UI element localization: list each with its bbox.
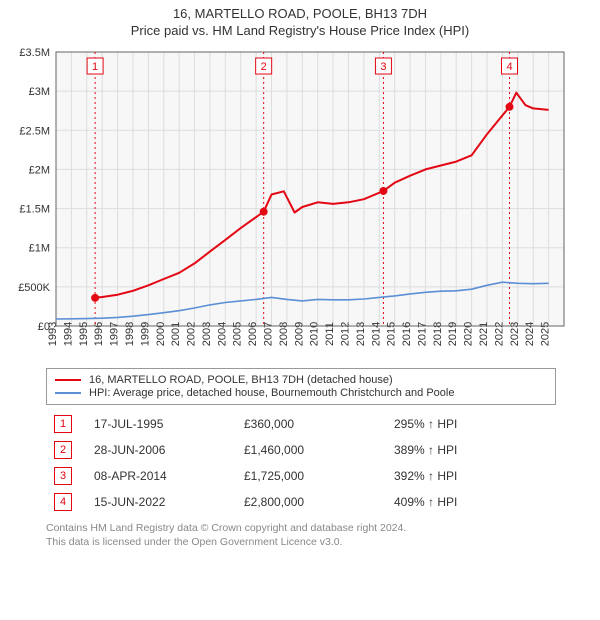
svg-text:£3.5M: £3.5M — [19, 47, 50, 59]
svg-text:2003: 2003 — [201, 322, 213, 346]
svg-text:2000: 2000 — [155, 322, 167, 346]
svg-text:£3M: £3M — [29, 86, 50, 98]
page: 16, MARTELLO ROAD, POOLE, BH13 7DH Price… — [0, 0, 600, 553]
legend-item-property: 16, MARTELLO ROAD, POOLE, BH13 7DH (deta… — [55, 374, 547, 386]
svg-text:2007: 2007 — [263, 322, 275, 346]
title-subtitle: Price paid vs. HM Land Registry's House … — [10, 23, 590, 38]
events-table: 1 17-JUL-1995£360,000295% ↑ HPI 2 28-JUN-20… — [46, 411, 556, 515]
event-row: 4 15-JUN-2022£2,800,000409% ↑ HPI — [46, 489, 556, 515]
chart-svg: £0£500K£1M£1.5M£2M£2.5M£3M£3.5M199319941… — [10, 42, 570, 362]
svg-text:2024: 2024 — [524, 322, 536, 346]
svg-text:1: 1 — [92, 61, 98, 73]
legend: 16, MARTELLO ROAD, POOLE, BH13 7DH (deta… — [46, 368, 556, 405]
footer: Contains HM Land Registry data © Crown c… — [46, 521, 590, 549]
svg-text:2001: 2001 — [170, 322, 182, 346]
svg-text:2014: 2014 — [370, 322, 382, 346]
svg-text:1993: 1993 — [47, 322, 59, 346]
title-address: 16, MARTELLO ROAD, POOLE, BH13 7DH — [10, 6, 590, 21]
footer-line2: This data is licensed under the Open Gov… — [46, 535, 590, 549]
svg-text:2008: 2008 — [278, 322, 290, 346]
svg-text:1996: 1996 — [93, 322, 105, 346]
event-price: £1,460,000 — [236, 437, 386, 463]
svg-text:3: 3 — [380, 61, 386, 73]
title-block: 16, MARTELLO ROAD, POOLE, BH13 7DH Price… — [10, 6, 590, 38]
event-delta: 392% ↑ HPI — [386, 463, 556, 489]
event-price: £360,000 — [236, 411, 386, 437]
svg-text:2012: 2012 — [339, 322, 351, 346]
svg-text:1995: 1995 — [78, 322, 90, 346]
event-price: £1,725,000 — [236, 463, 386, 489]
svg-text:1998: 1998 — [124, 322, 136, 346]
event-marker: 4 — [54, 493, 72, 511]
svg-text:£1.5M: £1.5M — [19, 204, 50, 216]
svg-text:2: 2 — [261, 61, 267, 73]
footer-line1: Contains HM Land Registry data © Crown c… — [46, 521, 590, 535]
legend-label-hpi: HPI: Average price, detached house, Bour… — [89, 387, 454, 399]
svg-text:2017: 2017 — [416, 322, 428, 346]
svg-text:2020: 2020 — [463, 322, 475, 346]
event-row: 3 08-APR-2014£1,725,000392% ↑ HPI — [46, 463, 556, 489]
svg-text:1997: 1997 — [109, 322, 121, 346]
svg-text:2010: 2010 — [309, 322, 321, 346]
svg-text:2002: 2002 — [186, 322, 198, 346]
svg-text:2009: 2009 — [293, 322, 305, 346]
event-row: 2 28-JUN-2006£1,460,000389% ↑ HPI — [46, 437, 556, 463]
svg-text:£2.5M: £2.5M — [19, 125, 50, 137]
svg-text:2013: 2013 — [355, 322, 367, 346]
event-marker: 2 — [54, 441, 72, 459]
svg-text:2015: 2015 — [386, 322, 398, 346]
svg-text:4: 4 — [506, 61, 512, 73]
svg-text:2019: 2019 — [447, 322, 459, 346]
event-delta: 409% ↑ HPI — [386, 489, 556, 515]
svg-text:2005: 2005 — [232, 322, 244, 346]
svg-text:2006: 2006 — [247, 322, 259, 346]
event-date: 08-APR-2014 — [86, 463, 236, 489]
svg-text:1994: 1994 — [62, 322, 74, 346]
event-delta: 295% ↑ HPI — [386, 411, 556, 437]
svg-text:2023: 2023 — [509, 322, 521, 346]
chart: £0£500K£1M£1.5M£2M£2.5M£3M£3.5M199319941… — [10, 42, 590, 362]
svg-text:£500K: £500K — [18, 282, 50, 294]
svg-text:2016: 2016 — [401, 322, 413, 346]
legend-item-hpi: HPI: Average price, detached house, Bour… — [55, 387, 547, 399]
svg-text:£2M: £2M — [29, 164, 50, 176]
event-delta: 389% ↑ HPI — [386, 437, 556, 463]
event-price: £2,800,000 — [236, 489, 386, 515]
svg-text:2018: 2018 — [432, 322, 444, 346]
event-marker: 3 — [54, 467, 72, 485]
svg-text:£1M: £1M — [29, 243, 50, 255]
event-marker: 1 — [54, 415, 72, 433]
legend-swatch-property — [55, 379, 81, 381]
event-date: 17-JUL-1995 — [86, 411, 236, 437]
svg-text:2021: 2021 — [478, 322, 490, 346]
event-date: 28-JUN-2006 — [86, 437, 236, 463]
svg-text:1999: 1999 — [139, 322, 151, 346]
event-date: 15-JUN-2022 — [86, 489, 236, 515]
svg-text:2022: 2022 — [493, 322, 505, 346]
svg-text:2025: 2025 — [540, 322, 552, 346]
legend-swatch-hpi — [55, 392, 81, 394]
legend-label-property: 16, MARTELLO ROAD, POOLE, BH13 7DH (deta… — [89, 374, 393, 386]
event-row: 1 17-JUL-1995£360,000295% ↑ HPI — [46, 411, 556, 437]
svg-text:2004: 2004 — [216, 322, 228, 346]
